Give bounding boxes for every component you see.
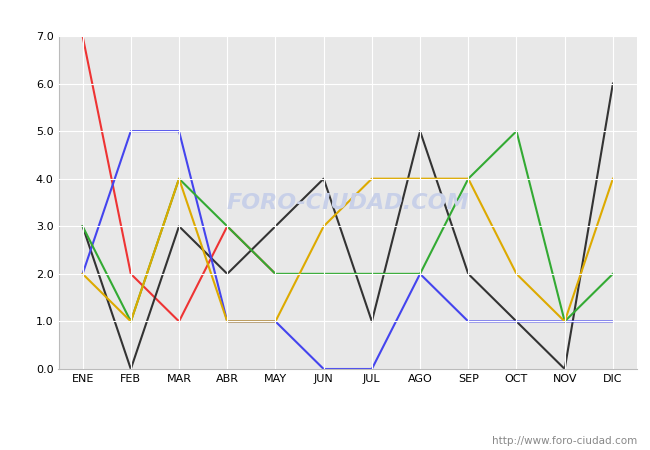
Text: http://www.foro-ciudad.com: http://www.foro-ciudad.com [492, 436, 637, 446]
Text: FORO-CIUDAD.COM: FORO-CIUDAD.COM [226, 193, 469, 212]
Text: Matriculaciones de Vehiculos en Muros de Nalón: Matriculaciones de Vehiculos en Muros de… [107, 7, 543, 25]
